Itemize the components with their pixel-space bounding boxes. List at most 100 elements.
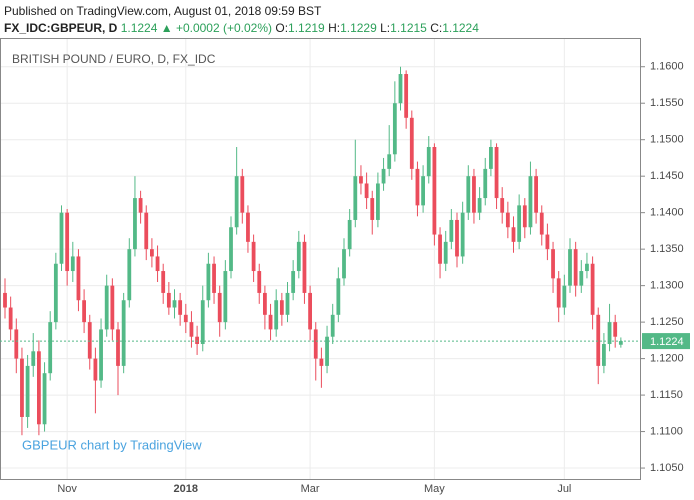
chart-title: BRITISH POUND / EURO, D, FX_IDC [12,52,216,66]
c-value: 1.1224 [442,21,479,35]
candle-body [200,300,205,345]
candle-body [302,241,307,293]
chart: BRITISH POUND / EURO, D, FX_IDC GBPEUR c… [0,38,690,495]
y-tick-label: 1.1100 [650,425,683,437]
candle-body [246,212,250,242]
candle-body [449,219,454,242]
published-line: Published on TradingView.com, August 01,… [4,4,322,18]
candle-body [472,176,476,213]
candle-body [14,329,19,359]
candle-body [602,344,606,366]
candle-body [183,314,188,323]
symbol: FX_IDC:GBPEUR, D [4,21,118,35]
candle-body [240,176,245,213]
candle-body [392,103,397,155]
plot-frame [0,38,641,480]
candle-body [82,300,86,323]
c-label: C: [430,21,443,35]
x-tick-label: Nov [57,483,77,495]
candle-body [8,307,13,330]
candle-body [87,322,92,359]
x-tick-label: 2018 [174,483,198,495]
candle-body [511,227,516,242]
candle-body [268,314,273,330]
candle-body [76,256,81,301]
candle-body [104,285,109,330]
candle-body [172,300,177,308]
candle-body [489,146,493,169]
candle-body [347,219,352,250]
candle-body [263,292,267,315]
candle-body [291,271,296,293]
candle-body [443,241,448,264]
candle-body [364,183,369,199]
candle-body [618,341,623,345]
candle-body [455,219,459,257]
y-tick-label: 1.1050 [650,462,684,474]
y-tick-label: 1.1250 [650,316,684,328]
last-price: 1.1224 [120,21,158,35]
candle-body [178,300,183,315]
candle-body [426,146,431,177]
candle-body [325,336,329,366]
candle-body [528,176,533,228]
candle-body [404,74,409,118]
candle-body [370,198,375,220]
y-tick-label: 1.1400 [650,207,684,219]
x-tick-label: May [424,483,445,495]
candle-body [336,278,341,315]
candle-body [127,249,132,301]
candle-body [596,314,601,366]
candle-body [229,227,233,272]
symbol-line: FX_IDC:GBPEUR, D 1.1224 ▲ +0.0002 (+0.02… [4,21,479,35]
y-tick-label: 1.1150 [650,389,683,401]
candle-body [99,329,103,381]
last-price-box [642,333,690,350]
o-value: 1.1219 [288,21,325,35]
candle-body [65,212,70,272]
candle-body [545,234,550,250]
candle-body [25,365,30,417]
candle-body [279,300,284,315]
candle-body [155,256,160,272]
candle-body [483,168,488,199]
change: ▲ +0.0002 (+0.02%) [160,21,273,35]
candle-body [342,249,346,279]
candle-body [613,322,618,337]
candle-body [585,263,589,272]
candle-body [539,212,544,235]
candle-body [42,373,47,425]
y-tick-label: 1.1500 [650,134,684,146]
candle-body [116,329,120,366]
candle-body [138,198,143,213]
y-tick-label: 1.1450 [650,170,684,182]
candle-body [48,322,53,374]
candle-body [144,212,149,250]
candle-body [166,292,171,308]
candle-body [59,212,64,264]
candle-body [517,205,522,242]
candle-body [37,351,41,425]
candle-body [121,300,126,366]
candle-body [161,271,166,293]
candle-body [93,358,98,381]
y-tick-label: 1.1350 [650,243,684,255]
candle-body [409,117,414,169]
candle-body [234,176,239,228]
l-label: L: [380,21,391,35]
candle-body [607,322,612,345]
candle-body [308,292,312,330]
candle-body [70,256,75,272]
candle-body [460,212,465,257]
candle-body [494,146,499,199]
h-value: 1.1229 [340,21,377,35]
candle-body [217,292,222,323]
candle-body [257,271,262,293]
candle-body [150,249,154,257]
candle-body [251,241,256,272]
candle-body [20,358,24,417]
candle-body [573,249,578,286]
candle-body [381,168,386,184]
candle-body [415,168,420,206]
candle-body [189,322,194,337]
